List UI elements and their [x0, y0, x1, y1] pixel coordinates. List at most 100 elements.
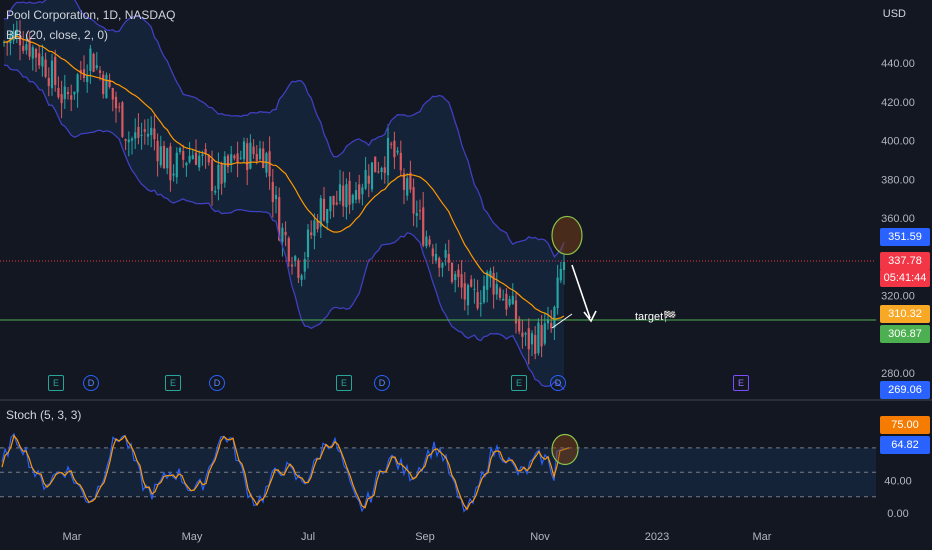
candle-body [79, 70, 82, 73]
candle-body [204, 149, 207, 155]
candle-body [422, 207, 425, 246]
candle-body [140, 134, 143, 136]
dividend-icon[interactable]: D [209, 375, 225, 391]
candle-body [242, 141, 246, 160]
highlight-circle [551, 215, 583, 256]
bb-upper-line [3, 0, 565, 259]
candle-body [326, 209, 329, 224]
candle-body [63, 86, 66, 99]
price-tick: 420.00 [881, 97, 915, 109]
candle-body [418, 210, 422, 212]
candle-body [498, 288, 502, 298]
price-tick: 380.00 [881, 174, 915, 186]
earnings-icon[interactable]: E [336, 375, 352, 391]
candle-body [393, 140, 396, 158]
candle-body [146, 133, 150, 137]
candle-body [127, 139, 130, 143]
date-tick: 2023 [645, 531, 669, 543]
candle-body [425, 236, 428, 247]
candle-body [230, 154, 233, 165]
earnings-icon[interactable]: E [733, 375, 749, 391]
candle-body [124, 139, 127, 141]
candle-body [479, 302, 482, 305]
earnings-icon[interactable]: E [511, 375, 527, 391]
candle-body [415, 213, 418, 216]
candle-body [303, 259, 306, 272]
candle-body [527, 328, 530, 350]
candle-body [348, 180, 351, 205]
price-tick: 320.00 [881, 291, 915, 303]
candle-body [438, 257, 441, 268]
candle-body [262, 148, 265, 169]
candle-body [460, 274, 463, 288]
candle-body [246, 143, 249, 170]
candle-body [182, 150, 185, 160]
candle-body [434, 254, 438, 261]
candle-body [284, 231, 287, 236]
candle-body [402, 173, 406, 190]
candle-body [450, 262, 454, 282]
candle-body [47, 77, 50, 87]
candle-body [495, 284, 498, 295]
candle-body [502, 298, 505, 301]
candle-body [239, 157, 242, 159]
price-tick: 360.00 [881, 213, 915, 225]
candle-body [537, 322, 540, 354]
candle-body [463, 283, 466, 300]
candle-body [89, 48, 92, 72]
price-axis-label: 310.32 [880, 305, 930, 323]
candle-body [428, 239, 431, 245]
candle-body [50, 60, 54, 89]
earnings-icon[interactable]: E [48, 375, 64, 391]
candle-body [444, 249, 447, 258]
candle-body [518, 318, 521, 332]
candle-body [553, 306, 556, 328]
candle-body [489, 270, 492, 278]
candle-body [524, 333, 527, 335]
candle-body [310, 232, 313, 236]
candle-body [114, 96, 118, 109]
candle-body [252, 146, 255, 155]
price-axis-label: 05:41:44 [880, 269, 930, 287]
rebound-arrow [551, 313, 573, 329]
candle-body [236, 153, 239, 163]
candle-body [76, 74, 79, 93]
stoch-legend[interactable]: Stoch (5, 3, 3) [6, 408, 82, 422]
candle-body [306, 229, 310, 258]
symbol-legend[interactable]: Pool Corporation, 1D, NASDAQ [6, 8, 176, 22]
price-tick: 440.00 [881, 58, 915, 70]
bb-fill [4, 0, 564, 390]
candle-body [73, 91, 76, 95]
forecast-arrow [571, 264, 591, 319]
candle-body [447, 253, 450, 263]
bb-legend[interactable]: BB (20, close, 2, 0) [6, 28, 109, 42]
candle-body [70, 95, 73, 100]
candle-body [185, 162, 188, 166]
candle-body [354, 190, 358, 200]
candle-body [102, 74, 105, 95]
candle-body [297, 260, 300, 278]
dividend-icon[interactable]: D [374, 375, 390, 391]
candle-body [390, 143, 393, 145]
candle-body [521, 332, 524, 337]
candle-body [374, 156, 377, 173]
candle-body [118, 106, 121, 108]
candle-body [534, 335, 537, 354]
dividend-icon[interactable]: D [83, 375, 99, 391]
candle-body [134, 132, 137, 139]
earnings-icon[interactable]: E [165, 375, 181, 391]
candle-body [18, 34, 22, 46]
price-axis-label: 75.00 [880, 416, 930, 434]
candle-body [294, 256, 297, 262]
candle-body [31, 47, 34, 59]
candle-body [322, 198, 326, 221]
candle-body [34, 48, 38, 58]
candle-body [175, 152, 178, 178]
stoch-tick: 40.00 [884, 475, 912, 487]
price-axis-label: 64.82 [880, 436, 930, 454]
currency-label[interactable]: USD [882, 8, 906, 20]
candle-body [505, 293, 508, 310]
stoch-highlight-circle [551, 433, 579, 466]
dividend-icon[interactable]: D [550, 375, 566, 391]
